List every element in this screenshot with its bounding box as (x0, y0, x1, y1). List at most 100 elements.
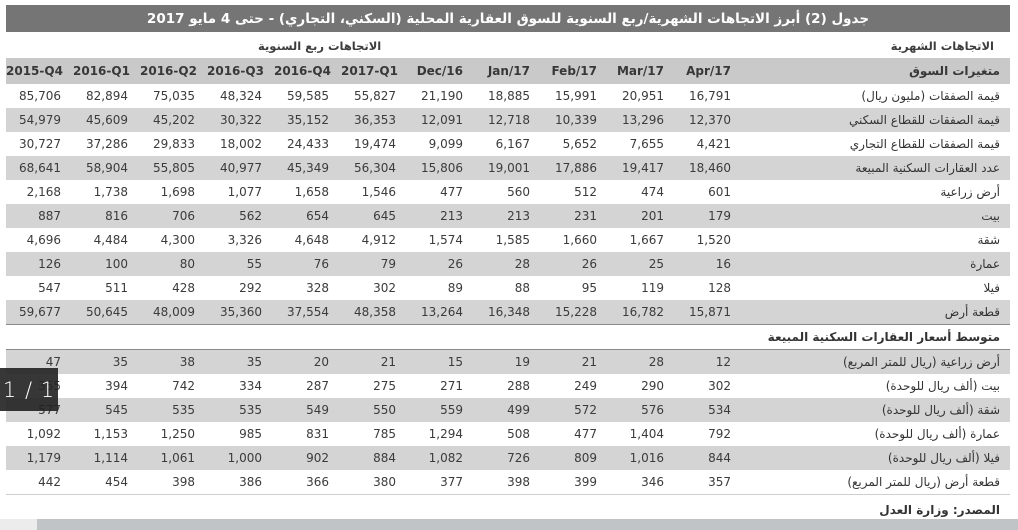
cell-value: 1,404 (609, 422, 676, 446)
cell-value: 562 (207, 204, 274, 228)
cell-value: 1,698 (140, 180, 207, 204)
table-row: 442 454 398 386 366 380 377 398 399 346 357 قطعة أر… (6, 470, 1010, 495)
cell-value: 13,264 (408, 300, 475, 325)
cell-value: 742 (140, 374, 207, 398)
cell-value: 844 (676, 446, 743, 470)
row-label: بيت (ألف ريال للوحدة) (743, 374, 1010, 398)
cell-value: 40,977 (207, 156, 274, 180)
page-indicator-overlay: 1 / 1 (0, 368, 58, 411)
cell-value: 576 (609, 398, 676, 422)
cell-value: 398 (475, 470, 542, 495)
cell-value: 26 (542, 252, 609, 276)
cell-value: 1,153 (73, 422, 140, 446)
cell-value: 1,546 (341, 180, 408, 204)
table-title-bar: جدول (2) أبرز الاتجاهات الشهرية/ربع السن… (6, 5, 1010, 32)
row-label: قيمة الصفقات للقطاع التجاري (743, 132, 1010, 156)
cell-value: 29,833 (140, 132, 207, 156)
cell-value: 15 (408, 349, 475, 374)
cell-value: 56,304 (341, 156, 408, 180)
column-header-row: 2015-Q4 2016-Q1 2016-Q2 2016-Q3 2016-Q4 … (6, 58, 1010, 84)
row-label: عدد العقارات السكنية المبيعة (743, 156, 1010, 180)
cell-value: 89 (408, 276, 475, 300)
cell-value: 572 (542, 398, 609, 422)
cell-value: 550 (341, 398, 408, 422)
table-title: جدول (2) أبرز الاتجاهات الشهرية/ربع السن… (146, 10, 870, 27)
cell-value: 1,250 (140, 422, 207, 446)
cell-value: 346 (609, 470, 676, 495)
cell-value: 179 (676, 204, 743, 228)
cell-value: 59,677 (6, 300, 73, 325)
cell-value: 4,300 (140, 228, 207, 252)
cell-value: 399 (542, 470, 609, 495)
cell-value: 1,000 (207, 446, 274, 470)
cell-value: 75,035 (140, 84, 207, 108)
cell-value: 28 (609, 349, 676, 374)
cell-value: 45,349 (274, 156, 341, 180)
cell-value: 534 (676, 398, 743, 422)
cell-value: 201 (609, 204, 676, 228)
cell-value: 1,585 (475, 228, 542, 252)
cell-value: 15,871 (676, 300, 743, 325)
cell-value: 30,727 (6, 132, 73, 156)
row-label: عمارة (ألف ريال للوحدة) (743, 422, 1010, 446)
page-indicator-text: 1 / 1 (2, 377, 56, 402)
cell-value: 287 (274, 374, 341, 398)
cell-value: 290 (609, 374, 676, 398)
label-column-header: متغيرات السوق (743, 58, 1010, 84)
row-label: قطعة أرض (743, 300, 1010, 325)
cell-value: 1,520 (676, 228, 743, 252)
cell-value: 1,016 (609, 446, 676, 470)
scrollbar-thumb[interactable] (37, 519, 1018, 530)
horizontal-scrollbar[interactable] (0, 519, 1018, 530)
cell-value: 16,791 (676, 84, 743, 108)
row-label: فيلا (743, 276, 1010, 300)
column-header: 2015-Q4 (6, 58, 73, 84)
cell-value: 831 (274, 422, 341, 446)
cell-value: 1,294 (408, 422, 475, 446)
cell-value: 35 (73, 349, 140, 374)
cell-value: 17,886 (542, 156, 609, 180)
cell-value: 20 (274, 349, 341, 374)
cell-value: 902 (274, 446, 341, 470)
cell-value: 726 (475, 446, 542, 470)
cell-value: 58,904 (73, 156, 140, 180)
cell-value: 9,099 (408, 132, 475, 156)
cell-value: 55,827 (341, 84, 408, 108)
table-row: 887 816 706 562 654 645 213 213 231 201 179 بيت (6, 204, 1010, 228)
market-table: 2015-Q4 2016-Q1 2016-Q2 2016-Q3 2016-Q4 … (6, 58, 1010, 521)
cell-value: 1,658 (274, 180, 341, 204)
cell-value: 20,951 (609, 84, 676, 108)
cell-value: 535 (140, 398, 207, 422)
cell-value: 25 (609, 252, 676, 276)
cell-value: 275 (341, 374, 408, 398)
row-label: شقة (743, 228, 1010, 252)
cell-value: 13,296 (609, 108, 676, 132)
cell-value: 809 (542, 446, 609, 470)
cell-value: 601 (676, 180, 743, 204)
cell-value: 559 (408, 398, 475, 422)
cell-value: 792 (676, 422, 743, 446)
cell-value: 377 (408, 470, 475, 495)
cell-value: 88 (475, 276, 542, 300)
column-header: 2017-Q1 (341, 58, 408, 84)
cell-value: 16 (676, 252, 743, 276)
cell-value: 394 (73, 374, 140, 398)
cell-value: 19,474 (341, 132, 408, 156)
row-label: قيمة الصفقات للقطاع السكني (743, 108, 1010, 132)
cell-value: 545 (73, 398, 140, 422)
source-text: المصدر: وزارة العدل (6, 494, 1010, 521)
cell-value: 48,324 (207, 84, 274, 108)
cell-value: 24,433 (274, 132, 341, 156)
cell-value: 37,554 (274, 300, 341, 325)
cell-value: 35,360 (207, 300, 274, 325)
cell-value: 887 (6, 204, 73, 228)
cell-value: 1,667 (609, 228, 676, 252)
cell-value: 50,645 (73, 300, 140, 325)
table-row: 126 100 80 55 76 79 26 28 26 25 16 عمارة (6, 252, 1010, 276)
cell-value: 328 (274, 276, 341, 300)
cell-value: 288 (475, 374, 542, 398)
cell-value: 85,706 (6, 84, 73, 108)
table-row: 47 35 38 35 20 21 15 19 21 28 12 أرض زراعية (ريال ل… (6, 349, 1010, 374)
cell-value: 35,152 (274, 108, 341, 132)
